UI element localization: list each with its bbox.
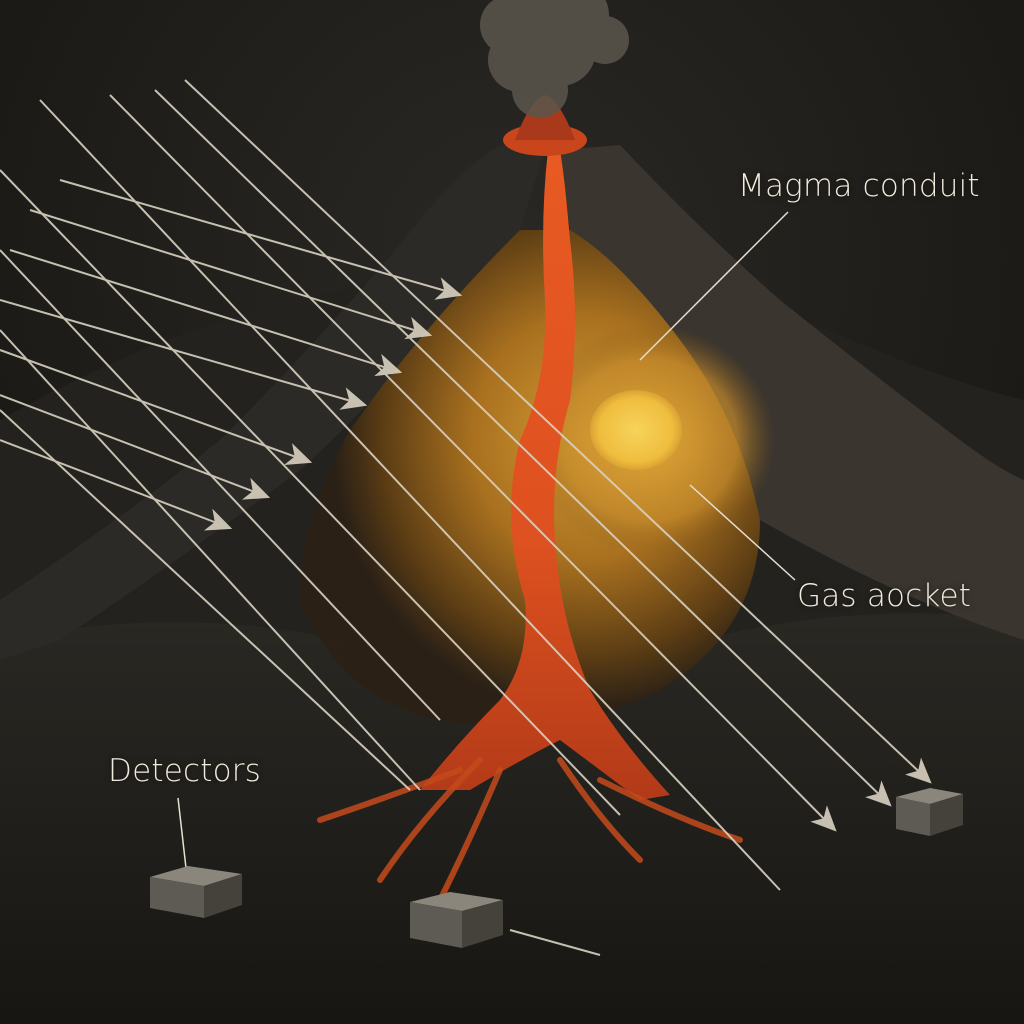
muon-ray — [0, 169, 621, 816]
muon-ray — [0, 249, 441, 721]
muon-ray — [109, 94, 837, 832]
muon-ray — [9, 249, 403, 377]
muon-rays — [0, 79, 932, 956]
smoke-plume — [480, 0, 629, 118]
magma-conduit-label: Magma conduit — [738, 168, 980, 204]
muon-ray — [0, 299, 368, 410]
volcano-left-flank — [0, 145, 545, 660]
detectors-label: Detectors — [108, 753, 262, 789]
muon-ray — [29, 209, 433, 340]
muon-ray — [59, 179, 463, 300]
muon-ray — [509, 929, 601, 956]
leader-line-magma-conduit — [639, 211, 789, 361]
muon-ray — [0, 394, 271, 500]
muon-ray — [0, 349, 313, 466]
detector-box-icon — [410, 892, 503, 948]
magma-conduit — [420, 150, 670, 800]
ground — [0, 613, 1024, 1024]
leader-line-detectors — [177, 797, 187, 869]
muon-ray — [0, 329, 421, 791]
gas-pocket-label: Gas aocket — [797, 578, 972, 614]
magma-roots — [317, 757, 743, 903]
volcano-right-flank — [560, 145, 1024, 640]
muon-ray — [0, 439, 233, 531]
muon-ray — [0, 409, 411, 791]
muon-ray — [184, 79, 932, 784]
detector-box-icon — [150, 866, 242, 918]
muon-ray — [39, 99, 781, 891]
gas-pocket — [590, 390, 682, 470]
leader-line-gas-pocket — [689, 484, 796, 581]
leader-lines — [177, 211, 796, 869]
detector-box-icon — [896, 788, 963, 836]
muon-ray — [154, 89, 892, 807]
